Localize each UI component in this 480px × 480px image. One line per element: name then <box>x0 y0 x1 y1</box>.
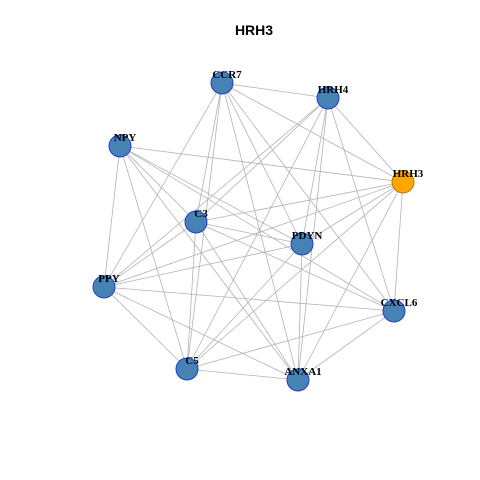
node-label: HRH4 <box>318 84 349 96</box>
node <box>175 357 199 381</box>
edge <box>195 221 299 381</box>
edge <box>119 145 404 183</box>
edge <box>221 82 303 245</box>
node-label: CXCL6 <box>381 297 418 309</box>
edge <box>195 97 329 223</box>
diagram-title: HRH3 <box>235 22 273 38</box>
edge <box>297 181 404 381</box>
node <box>108 134 132 158</box>
edge <box>103 82 223 288</box>
node-label: CCR7 <box>212 69 242 81</box>
node <box>382 299 406 323</box>
edge <box>103 286 299 381</box>
edge <box>195 181 404 223</box>
node-label: PPY <box>98 273 119 285</box>
edge <box>221 82 395 312</box>
node-label: NPY <box>114 132 137 144</box>
edge <box>301 181 404 245</box>
edge <box>103 97 329 288</box>
edge <box>186 181 404 370</box>
edge <box>119 145 188 370</box>
edge <box>221 82 299 381</box>
node-label: ANXA1 <box>284 366 321 378</box>
edge <box>186 243 303 370</box>
nodes: CCR7 HRH4 NPY HRH3 C3 PDYN PPY CXCL6 C5 ANXA1 <box>92 69 424 392</box>
edge <box>119 145 303 245</box>
edge <box>103 145 121 288</box>
edge <box>327 97 404 183</box>
edges <box>103 82 404 381</box>
node <box>92 275 116 299</box>
edge <box>195 221 303 245</box>
node <box>210 71 234 95</box>
edge <box>119 145 299 381</box>
edge <box>186 368 299 381</box>
node-label: C5 <box>185 355 199 367</box>
edge <box>103 286 395 312</box>
edge <box>103 286 188 370</box>
edge <box>221 82 404 183</box>
edge <box>195 221 395 312</box>
edge <box>186 221 197 370</box>
node <box>391 170 415 194</box>
edge <box>195 82 223 223</box>
node-label: C3 <box>194 208 208 220</box>
edge <box>221 82 329 99</box>
node-label: PDYN <box>292 230 323 242</box>
edge <box>393 181 404 312</box>
node <box>290 232 314 256</box>
edge <box>103 221 197 288</box>
node <box>184 210 208 234</box>
edge <box>297 310 395 381</box>
edge <box>119 145 395 312</box>
edge <box>103 181 404 288</box>
node <box>316 86 340 110</box>
edge <box>186 310 395 370</box>
edge <box>103 243 303 288</box>
edge <box>297 97 329 381</box>
edge <box>327 97 395 312</box>
edge <box>119 145 197 223</box>
node-label: HRH3 <box>393 168 424 180</box>
edge <box>297 243 303 381</box>
node <box>286 368 310 392</box>
